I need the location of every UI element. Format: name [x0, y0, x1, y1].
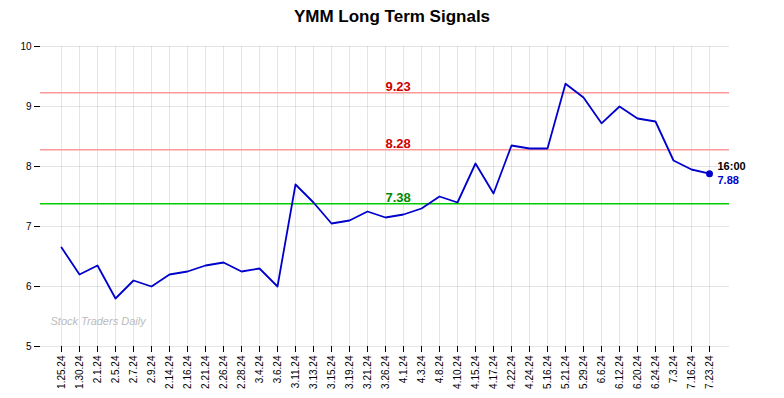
- svg-text:8: 8: [26, 161, 32, 172]
- svg-text:9: 9: [26, 101, 32, 112]
- svg-text:7.23.24: 7.23.24: [704, 355, 715, 389]
- svg-text:3.11.24: 3.11.24: [290, 355, 301, 388]
- svg-text:1.30.24: 1.30.24: [74, 355, 85, 389]
- svg-text:1.25.24: 1.25.24: [56, 355, 67, 389]
- svg-text:4.24.24: 4.24.24: [524, 355, 535, 389]
- svg-text:4.17.24: 4.17.24: [488, 355, 499, 389]
- svg-text:7.16.24: 7.16.24: [686, 355, 697, 389]
- svg-text:8.28: 8.28: [386, 136, 411, 151]
- svg-text:5.29.24: 5.29.24: [578, 355, 589, 389]
- svg-text:4.3.24: 4.3.24: [416, 355, 427, 383]
- svg-text:2.21.24: 2.21.24: [200, 355, 211, 389]
- svg-text:3.13.24: 3.13.24: [308, 355, 319, 389]
- svg-text:5: 5: [26, 341, 32, 352]
- svg-text:3.19.24: 3.19.24: [344, 355, 355, 389]
- svg-text:4.8.24: 4.8.24: [434, 355, 445, 383]
- svg-text:2.28.24: 2.28.24: [236, 355, 247, 389]
- svg-text:3.26.24: 3.26.24: [380, 355, 391, 389]
- svg-text:2.9.24: 2.9.24: [146, 355, 157, 383]
- svg-text:2.7.24: 2.7.24: [128, 355, 139, 383]
- svg-text:3.4.24: 3.4.24: [254, 355, 265, 383]
- svg-text:4.1.24: 4.1.24: [398, 355, 409, 383]
- svg-text:2.16.24: 2.16.24: [182, 355, 193, 389]
- html-text:YMM Long Term Signals: YMM Long Term Signals: [293, 7, 491, 26]
- svg-text:7.38: 7.38: [386, 190, 411, 205]
- svg-text:2.14.24: 2.14.24: [164, 355, 175, 389]
- svg-text:5.21.24: 5.21.24: [560, 355, 571, 389]
- svg-text:9.23: 9.23: [386, 79, 411, 94]
- svg-text:3.6.24: 3.6.24: [272, 355, 283, 383]
- svg-text:6.24.24: 6.24.24: [650, 355, 661, 389]
- svg-text:4.22.24: 4.22.24: [506, 355, 517, 389]
- svg-text:Stock Traders Daily: Stock Traders Daily: [51, 315, 148, 327]
- svg-text:7: 7: [26, 221, 32, 232]
- svg-text:2.26.24: 2.26.24: [218, 355, 229, 389]
- svg-text:5.16.24: 5.16.24: [542, 355, 553, 389]
- svg-text:4.10.24: 4.10.24: [452, 355, 463, 389]
- svg-text:7.88: 7.88: [718, 174, 739, 186]
- svg-text:4.15.24: 4.15.24: [470, 355, 481, 389]
- svg-text:6: 6: [26, 281, 32, 292]
- svg-text:3.21.24: 3.21.24: [362, 355, 373, 389]
- svg-text:6.6.24: 6.6.24: [596, 355, 607, 383]
- svg-text:10: 10: [20, 41, 32, 52]
- svg-text:2.1.24: 2.1.24: [92, 355, 103, 383]
- svg-text:3.15.24: 3.15.24: [326, 355, 337, 389]
- svg-text:6.12.24: 6.12.24: [614, 355, 625, 389]
- svg-text:6.20.24: 6.20.24: [632, 355, 643, 389]
- svg-text:7.3.24: 7.3.24: [668, 355, 679, 383]
- svg-text:2.5.24: 2.5.24: [110, 355, 121, 383]
- svg-text:16:00: 16:00: [718, 160, 746, 172]
